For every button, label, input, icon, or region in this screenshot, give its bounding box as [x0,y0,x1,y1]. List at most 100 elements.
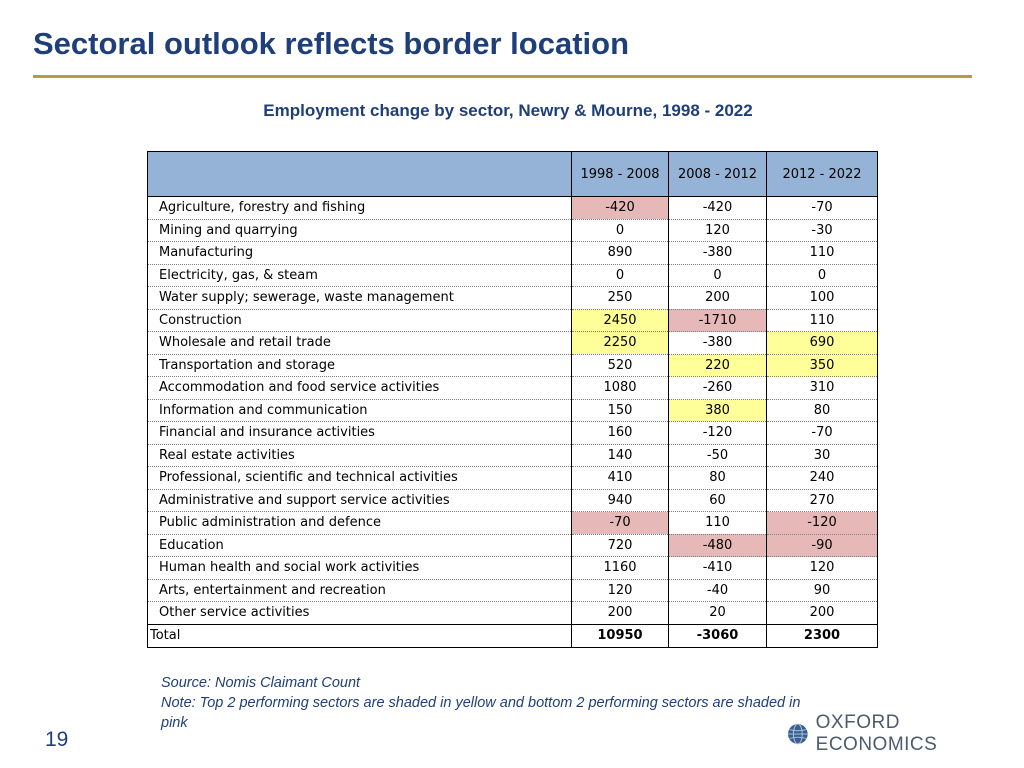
value-cell: 80 [668,466,767,490]
value-cell: 0 [571,219,669,242]
table-row: Administrative and support service activ… [147,489,878,512]
sector-label: Construction [147,309,572,332]
header-2008-2012: 2008 - 2012 [668,151,767,197]
sector-label: Financial and insurance activities [147,421,572,445]
sector-label: Arts, entertainment and recreation [147,579,572,602]
total-value-cell: 10950 [571,623,669,648]
value-cell: 0 [571,264,669,287]
header-corner [147,151,572,197]
value-cell: 380 [668,399,767,422]
value-cell: -30 [766,219,878,242]
value-cell: -480 [668,534,767,557]
value-cell: 0 [766,264,878,287]
value-cell: -420 [571,196,669,220]
value-cell: 120 [571,579,669,602]
sector-label: Transportation and storage [147,354,572,377]
value-cell: 20 [668,601,767,625]
shading-note: Note: Top 2 performing sectors are shade… [161,695,801,731]
value-cell: 0 [668,264,767,287]
table-row: Professional, scientific and technical a… [147,466,878,490]
table-row: Real estate activities 140 -50 30 [147,444,878,467]
value-cell: 120 [766,556,878,580]
value-cell: -1710 [668,309,767,332]
value-cell: -420 [668,196,767,220]
value-cell: 350 [766,354,878,377]
value-cell: 200 [766,601,878,625]
table-row: Public administration and defence -70 110-… [147,511,878,535]
value-cell: 110 [668,511,767,535]
value-cell: -70 [766,421,878,445]
total-label: Total [147,623,572,648]
table-row: Accommodation and food service activitie… [147,376,878,400]
value-cell: -380 [668,331,767,355]
sector-label: Electricity, gas, & steam [147,264,572,287]
table-row: Manufacturing 890 -380 110 [147,241,878,265]
value-cell: 150 [571,399,669,422]
value-cell: 1160 [571,556,669,580]
value-cell: 160 [571,421,669,445]
sector-label: Water supply; sewerage, waste management [147,286,572,310]
value-cell: 100 [766,286,878,310]
oxford-economics-logo: OXFORD ECONOMICS [787,712,1024,755]
sector-label: Mining and quarrying [147,219,572,242]
value-cell: 690 [766,331,878,355]
value-cell: 240 [766,466,878,490]
value-cell: 2250 [571,331,669,355]
value-cell: 250 [571,286,669,310]
value-cell: -50 [668,444,767,467]
value-cell: 110 [766,241,878,265]
table-row: Human health and social work activities 1… [147,556,878,580]
table-row: Other service activities 200 20 200 [147,601,878,625]
total-row: Total 10950 -3060 2300 [147,623,878,648]
globe-icon [787,723,808,745]
table-row: Construction 2450 -1710 110 [147,309,878,332]
value-cell: -120 [668,421,767,445]
value-cell: 940 [571,489,669,512]
value-cell: 310 [766,376,878,400]
header-1998-2008: 1998 - 2008 [571,151,669,197]
value-cell: 520 [571,354,669,377]
table-row: Arts, entertainment and recreation 120 -40… [147,579,878,602]
value-cell: 270 [766,489,878,512]
value-cell: 200 [571,601,669,625]
table-row: Agriculture, forestry and fishing -420 -42… [147,196,878,220]
sector-label: Administrative and support service activ… [147,489,572,512]
table-header-row: 1998 - 2008 2008 - 2012 2012 - 2022 [147,151,878,197]
value-cell: -380 [668,241,767,265]
table-row: Information and communication 150 380 80 [147,399,878,422]
value-cell: 200 [668,286,767,310]
value-cell: -410 [668,556,767,580]
table-row: Wholesale and retail trade 2250 -380 690 [147,331,878,355]
total-value-cell: -3060 [668,623,767,648]
table-row: Mining and quarrying 0 120 -30 [147,219,878,242]
value-cell: 890 [571,241,669,265]
sector-label: Public administration and defence [147,511,572,535]
value-cell: -120 [766,511,878,535]
value-cell: 720 [571,534,669,557]
page-number: 19 [45,728,69,751]
table-subtitle: Employment change by sector, Newry & Mou… [263,101,753,120]
table-row: Financial and insurance activities 160 -12… [147,421,878,445]
value-cell: 140 [571,444,669,467]
sector-label: Wholesale and retail trade [147,331,572,355]
sector-label: Real estate activities [147,444,572,467]
value-cell: 60 [668,489,767,512]
sector-label: Human health and social work activities [147,556,572,580]
title-divider [33,75,972,78]
value-cell: 1080 [571,376,669,400]
value-cell: 90 [766,579,878,602]
header-2012-2022: 2012 - 2022 [766,151,878,197]
source-note: Source: Nomis Claimant Count [161,675,361,691]
value-cell: -90 [766,534,878,557]
employment-table: 1998 - 2008 2008 - 2012 2012 - 2022 Agri… [147,151,878,648]
value-cell: 110 [766,309,878,332]
value-cell: -70 [766,196,878,220]
value-cell: 30 [766,444,878,467]
value-cell: 2450 [571,309,669,332]
value-cell: 80 [766,399,878,422]
sector-label: Accommodation and food service activitie… [147,376,572,400]
value-cell: 410 [571,466,669,490]
sector-label: Manufacturing [147,241,572,265]
table-row: Transportation and storage 520 220 350 [147,354,878,377]
sector-label: Education [147,534,572,557]
